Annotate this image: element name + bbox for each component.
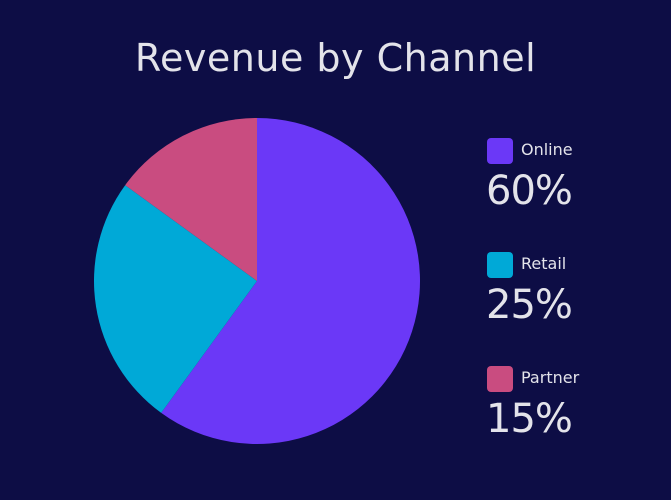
legend-value-online: 60% [486, 168, 573, 214]
pie-slice-retail [93, 185, 257, 413]
legend-swatch-retail [487, 252, 513, 278]
legend-label-partner: Partner [521, 368, 580, 387]
legend-swatch-partner [487, 366, 513, 392]
legend-label-retail: Retail [521, 254, 567, 273]
legend-swatch-online [487, 138, 513, 164]
legend-value-retail: 25% [486, 282, 573, 328]
chart-title: Revenue by Channel [134, 36, 537, 80]
pie-slice-partner [125, 118, 257, 281]
pie-slice-online [161, 118, 420, 444]
legend-value-partner: 15% [486, 396, 573, 442]
legend-label-online: Online [521, 140, 573, 159]
